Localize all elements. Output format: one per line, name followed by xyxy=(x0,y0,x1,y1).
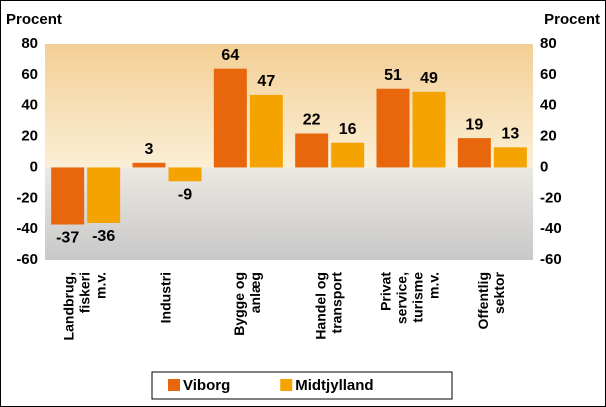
y2-tick-label: 80 xyxy=(540,35,557,52)
y2-tick-label: 20 xyxy=(540,128,557,145)
bar xyxy=(51,167,85,225)
data-label: 19 xyxy=(465,116,483,133)
legend-label: Viborg xyxy=(183,377,230,394)
bar xyxy=(412,91,446,168)
x-tick-label: service, xyxy=(394,272,410,324)
y2-axis-label: Procent xyxy=(544,11,600,28)
bar xyxy=(295,133,329,168)
y-tick-label: 40 xyxy=(21,97,38,114)
bar xyxy=(132,162,166,168)
x-tick-label: m.v. xyxy=(92,272,108,299)
data-label: 13 xyxy=(501,126,519,143)
x-tick-label: anlæg xyxy=(247,272,263,313)
data-label: 64 xyxy=(221,47,239,64)
y-tick-label: 80 xyxy=(21,35,38,52)
y-tick-label: -40 xyxy=(16,220,38,237)
data-label: 16 xyxy=(339,121,357,138)
bar xyxy=(493,147,527,168)
plot-area-negative xyxy=(45,167,533,260)
bar xyxy=(457,138,491,168)
y-tick-label: -60 xyxy=(16,251,38,268)
x-tick-label: turisme xyxy=(410,272,426,323)
y2-tick-label: 0 xyxy=(540,158,548,175)
legend xyxy=(151,371,453,400)
legend-swatch xyxy=(280,379,293,391)
bar xyxy=(87,167,121,223)
y-tick-label: 0 xyxy=(30,158,38,175)
bar xyxy=(249,94,283,168)
y2-tick-label: 60 xyxy=(540,66,557,83)
legend-swatch xyxy=(168,379,180,391)
y2-tick-label: 40 xyxy=(540,97,557,114)
data-label: -9 xyxy=(178,187,192,204)
plot-background xyxy=(45,44,533,260)
data-label: 49 xyxy=(420,70,438,87)
bar xyxy=(376,88,410,168)
x-tick-label: m.v. xyxy=(426,272,442,299)
y-axis-label: Procent xyxy=(6,11,62,28)
bar xyxy=(213,68,247,168)
data-label: -36 xyxy=(92,228,115,245)
x-tick-label: Privat xyxy=(378,272,394,311)
legend-label: Midtjylland xyxy=(295,377,373,394)
bar xyxy=(331,142,365,168)
x-tick-label: Handel og xyxy=(312,272,328,340)
data-label: 22 xyxy=(303,112,321,129)
y-tick-label: 60 xyxy=(21,66,38,83)
y2-tick-label: -20 xyxy=(540,189,562,206)
data-label: 47 xyxy=(257,73,275,90)
x-tick-label: Offentlig xyxy=(475,272,491,330)
x-tick-label: sektor xyxy=(491,271,507,314)
x-tick-label: Industri xyxy=(158,272,174,323)
plot-area-positive xyxy=(45,44,533,168)
x-tick-label: fiskeri xyxy=(76,272,92,313)
x-tick-label: Landbrug, xyxy=(60,272,76,340)
bar xyxy=(168,167,202,182)
y2-tick-label: -40 xyxy=(540,220,562,237)
y2-tick-label: -60 xyxy=(540,251,562,268)
data-label: -37 xyxy=(56,230,79,247)
data-label: 3 xyxy=(145,141,154,158)
data-label: 51 xyxy=(384,67,402,84)
x-tick-label: Bygge og xyxy=(231,272,247,336)
y-tick-label: -20 xyxy=(16,189,38,206)
y-tick-label: 20 xyxy=(21,128,38,145)
x-tick-label: transport xyxy=(328,272,344,334)
